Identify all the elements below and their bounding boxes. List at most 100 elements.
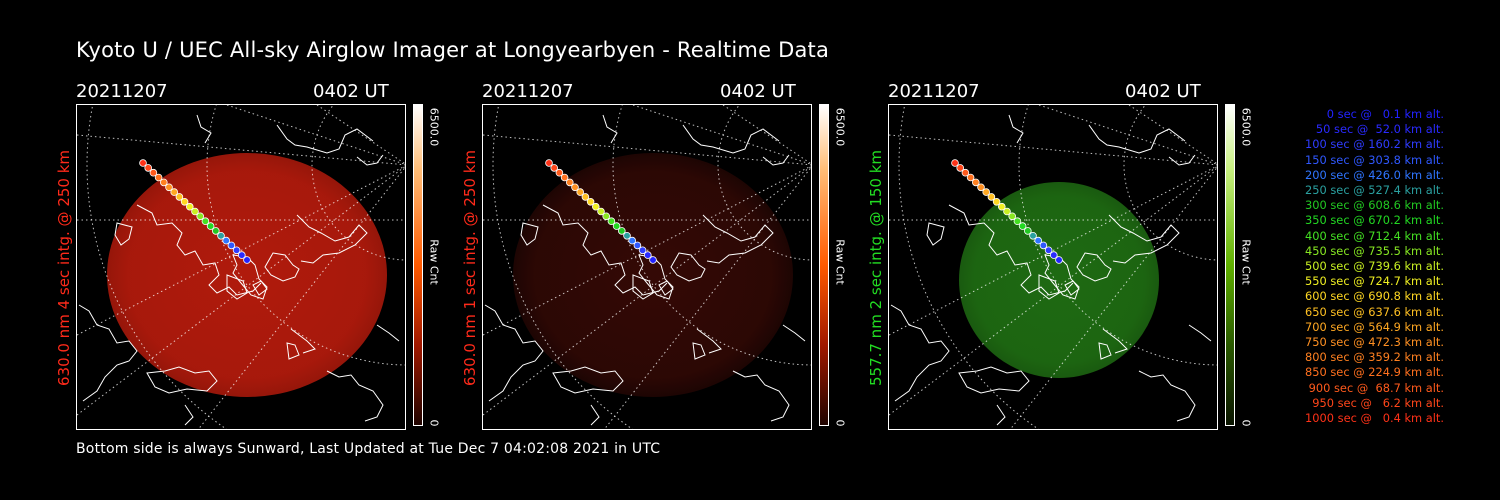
trajectory-point xyxy=(977,183,985,192)
panel-3-colorbar-max: 6500.0 xyxy=(1239,107,1253,147)
trajectory-point xyxy=(586,198,595,206)
trajectory-point xyxy=(560,173,569,182)
trajectory-point xyxy=(165,183,173,192)
trajectory-point xyxy=(1044,246,1053,255)
panel-2-colorbar-unit: Raw Cnt xyxy=(833,239,847,285)
legend-item: 600 sec @ 690.8 km alt. xyxy=(1305,289,1444,304)
trajectory-point xyxy=(1039,241,1048,250)
trajectory-point xyxy=(576,188,584,196)
legend-item: 650 sec @ 637.6 km alt. xyxy=(1305,304,1444,319)
trajectory-point xyxy=(982,188,990,196)
panel-2-side-label: 630.0 nm 1 sec intg. @ 250 km xyxy=(461,149,479,387)
panel-2-image xyxy=(482,104,812,430)
legend-item: 800 sec @ 359.2 km alt. xyxy=(1305,350,1444,365)
panel-1-colorbar xyxy=(413,104,423,426)
panel-3-date: 20211207 xyxy=(888,81,980,102)
panel-2-colorbar-min: 0 xyxy=(833,419,847,427)
panel-1-time: 0402 UT xyxy=(313,81,389,102)
legend-item: 200 sec @ 426.0 km alt. xyxy=(1305,167,1444,182)
trajectory-point xyxy=(196,212,204,221)
airglow-disc xyxy=(107,153,387,397)
trajectory-point xyxy=(1055,256,1063,264)
trajectory-point xyxy=(222,236,231,245)
legend-item: 700 sec @ 564.9 km alt. xyxy=(1305,319,1444,334)
legend-item: 50 sec @ 52.0 km alt. xyxy=(1315,122,1444,137)
trajectory-point xyxy=(217,232,225,240)
footer-status: Bottom side is always Sunward, Last Upda… xyxy=(76,441,661,457)
panel-2-colorbar xyxy=(819,104,829,426)
panel-1-colorbar-max: 6500.0 xyxy=(427,107,441,147)
trajectory-point xyxy=(545,159,553,167)
airglow-disc xyxy=(959,182,1159,378)
trajectory-point xyxy=(1018,222,1027,230)
legend-item: 150 sec @ 303.8 km alt. xyxy=(1305,152,1444,167)
trajectory-point xyxy=(638,246,647,255)
trajectory-point xyxy=(998,202,1006,211)
trajectory-point xyxy=(232,246,241,255)
trajectory-point xyxy=(201,217,210,225)
trajectory-point xyxy=(1029,232,1037,240)
trajectory-point xyxy=(602,212,610,221)
trajectory-point xyxy=(987,193,996,201)
legend-item: 350 sec @ 670.2 km alt. xyxy=(1305,213,1444,228)
panel-1-colorbar-min: 0 xyxy=(427,419,441,427)
airglow-disc xyxy=(513,153,793,397)
legend-item: 1000 sec @ 0.4 km alt. xyxy=(1305,411,1444,426)
trajectory-point xyxy=(644,251,652,259)
trajectory-point xyxy=(628,236,637,245)
trajectory-point xyxy=(149,168,158,177)
trajectory-point xyxy=(206,222,215,230)
trajectory-point xyxy=(1003,207,1011,216)
trajectory-point xyxy=(180,198,189,206)
panel-3-side-label: 557.7 nm 2 sec intg. @ 150 km xyxy=(867,149,885,387)
panel-1-image xyxy=(76,104,406,430)
panel-3-colorbar-min: 0 xyxy=(1239,419,1253,427)
legend-item: 250 sec @ 527.4 km alt. xyxy=(1305,183,1444,198)
trajectory-point xyxy=(238,251,246,259)
trajectory-point xyxy=(649,256,657,264)
trajectory-point xyxy=(1050,251,1058,259)
trajectory-point xyxy=(550,164,558,172)
legend-item: 450 sec @ 735.5 km alt. xyxy=(1305,243,1444,258)
panel-3-colorbar xyxy=(1225,104,1235,426)
legend-item: 300 sec @ 608.6 km alt. xyxy=(1305,198,1444,213)
legend-item: 500 sec @ 739.6 km alt. xyxy=(1305,259,1444,274)
trajectory-point xyxy=(956,164,964,172)
trajectory-point xyxy=(139,159,147,167)
panel-2-time: 0402 UT xyxy=(720,81,796,102)
trajectory-point xyxy=(160,178,168,187)
trajectory-point xyxy=(175,193,184,201)
trajectory-point xyxy=(555,168,564,177)
trajectory-point xyxy=(1034,236,1043,245)
trajectory-point xyxy=(243,256,251,264)
page-title: Kyoto U / UEC All-sky Airglow Imager at … xyxy=(76,38,830,62)
panel-2-colorbar-max: 6500.0 xyxy=(833,107,847,147)
legend-item: 850 sec @ 224.9 km alt. xyxy=(1305,365,1444,380)
legend-item: 550 sec @ 724.7 km alt. xyxy=(1305,274,1444,289)
trajectory-point xyxy=(618,227,626,235)
legend-item: 100 sec @ 160.2 km alt. xyxy=(1305,137,1444,152)
trajectory-point xyxy=(972,178,980,187)
legend-item: 400 sec @ 712.4 km alt. xyxy=(1305,228,1444,243)
trajectory-point xyxy=(566,178,574,187)
trajectory-point xyxy=(170,188,178,196)
trajectory-point xyxy=(212,227,220,235)
sky-map xyxy=(889,105,1217,429)
trajectory-point xyxy=(607,217,616,225)
panel-3-time: 0402 UT xyxy=(1125,81,1201,102)
panel-2-date: 20211207 xyxy=(482,81,574,102)
panel-3-image xyxy=(888,104,1218,430)
panel-1-date: 20211207 xyxy=(76,81,168,102)
legend-item: 750 sec @ 472.3 km alt. xyxy=(1305,335,1444,350)
trajectory-point xyxy=(961,168,970,177)
trajectory-point xyxy=(623,232,631,240)
sky-map xyxy=(483,105,811,429)
altitude-legend: 0 sec @ 0.1 km alt. 50 sec @ 52.0 km alt… xyxy=(1262,107,1444,426)
panel-1-colorbar-unit: Raw Cnt xyxy=(427,239,441,285)
legend-item: 900 sec @ 68.7 km alt. xyxy=(1308,380,1444,395)
trajectory-point xyxy=(144,164,152,172)
trajectory-point xyxy=(612,222,621,230)
trajectory-point xyxy=(154,173,163,182)
panel-1-side-label: 630.0 nm 4 sec intg. @ 250 km xyxy=(55,149,73,387)
legend-item: 0 sec @ 0.1 km alt. xyxy=(1326,107,1444,121)
